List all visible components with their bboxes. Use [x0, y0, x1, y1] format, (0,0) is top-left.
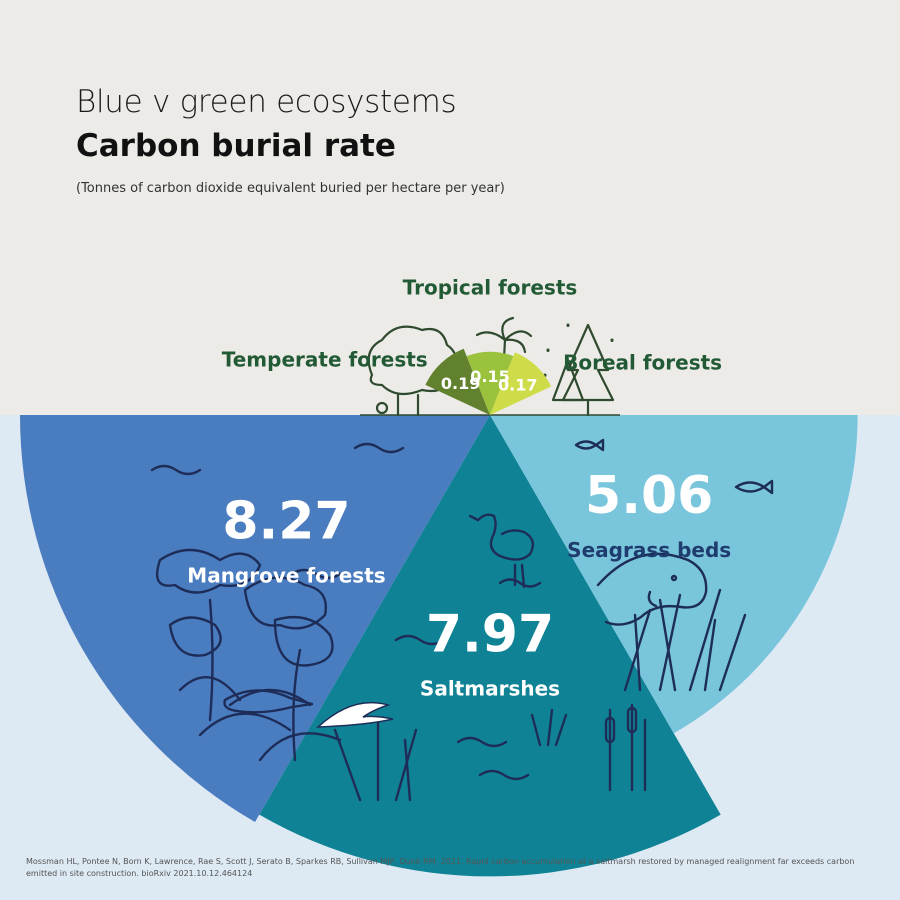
category-label-tropical-forests: Tropical forests	[403, 276, 578, 300]
conifer-tree-icon	[551, 323, 615, 417]
slice-boreal-forests	[490, 352, 552, 415]
manatee-icon	[596, 552, 708, 626]
palm-tree-icon	[475, 316, 533, 397]
reed-icon	[333, 588, 747, 802]
value-label-saltmarshes: 7.97	[426, 605, 554, 665]
slice-tropical-forests	[466, 351, 514, 415]
chart-title: Blue v green ecosystems	[76, 84, 457, 120]
fish-icon	[574, 438, 774, 495]
source-credit: Mossman HL, Pontee N, Born K, Lawrence, …	[26, 857, 855, 878]
labels-layer: 8.27 Mangrove forests 7.97 Saltmarshes 5.06 S…	[187, 276, 731, 701]
value-label-mangrove-forests: 8.27	[222, 492, 350, 552]
category-label-mangrove-forests: Mangrove forests	[187, 564, 385, 588]
slice-temperate-forests	[425, 348, 490, 415]
crocodile-icon	[223, 689, 314, 714]
slice-saltmarshes	[259, 415, 721, 877]
slice-seagrass-beds	[490, 415, 858, 734]
value-label-seagrass-beds: 5.06	[585, 466, 713, 526]
category-label-temperate-forests: Temperate forests	[222, 348, 428, 372]
chart-subtitle: Carbon burial rate	[76, 128, 396, 164]
wave-icon	[150, 442, 542, 781]
heron-icon	[468, 513, 535, 589]
mangrove-tree-icon	[155, 548, 342, 762]
egret-icon	[315, 701, 394, 728]
sky-background	[0, 0, 900, 415]
category-label-saltmarshes: Saltmarshes	[420, 677, 560, 701]
value-label-tropical-forests: 0.15	[470, 367, 509, 386]
unit-note: (Tonnes of carbon dioxide equivalent bur…	[76, 181, 505, 196]
category-label-seagrass-beds: Seagrass beds	[567, 538, 731, 562]
sparkle-icon	[543, 323, 614, 377]
category-label-boreal-forests: Boreal forests	[563, 351, 722, 375]
value-label-temperate-forests: 0.19	[441, 374, 480, 393]
value-label-boreal-forests: 0.17	[498, 376, 537, 395]
